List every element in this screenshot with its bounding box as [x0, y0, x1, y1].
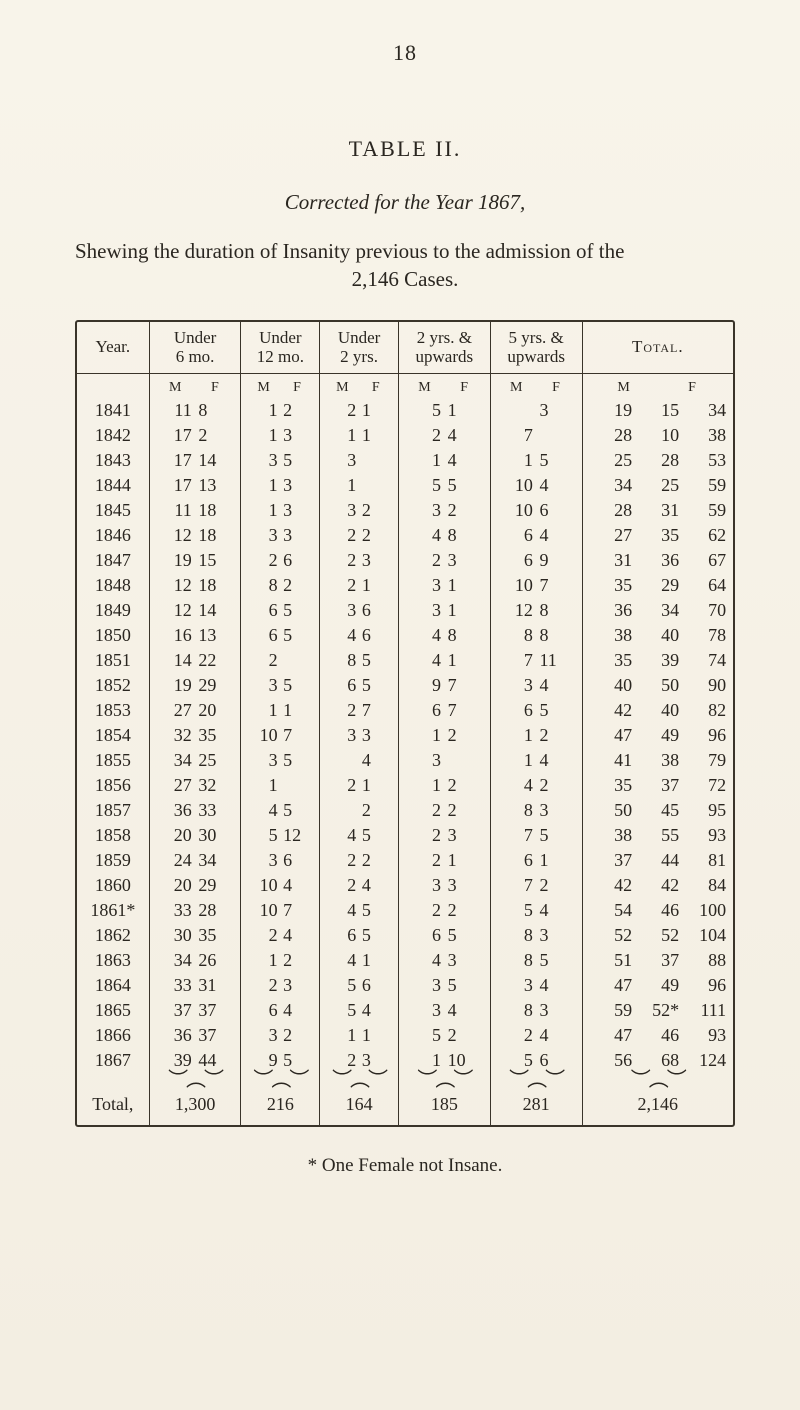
table-row: 18451118133232106283159 — [77, 498, 733, 523]
mf-subheader: MFMFMFMFMFMF — [77, 373, 733, 398]
table-row: 18582030512452375385593 — [77, 823, 733, 848]
table-row: 1866363732115224474693 — [77, 1023, 733, 1048]
table-row: 18421721311247281038 — [77, 423, 733, 448]
table-row: 184317143531415252853 — [77, 448, 733, 473]
table-row: 185627321211242353772 — [77, 773, 733, 798]
header-row: Year. Under6 mo. Under12 mo. Under2 yrs.… — [77, 322, 733, 374]
page: 18 TABLE II. Corrected for the Year 1867… — [0, 0, 800, 1410]
table-row: 1852192935659734405090 — [77, 673, 733, 698]
totals-row: Total,1,3002161641852812,146 — [77, 1088, 733, 1125]
table-row: 1844171313155104342559 — [77, 473, 733, 498]
table-frame: Year. Under6 mo. Under12 mo. Under2 yrs.… — [75, 320, 735, 1127]
brace-row: ︶︵︶︶︵︶︶︵︶︶︵︶︶︵︶︶︵︶ — [77, 1073, 733, 1088]
table-row: 1850161365464888384078 — [77, 623, 733, 648]
col-g5: 5 yrs. &upwards — [490, 322, 582, 374]
table-row: 18602029104243372424284 — [77, 873, 733, 898]
footnote: * One Female not Insane. — [75, 1155, 735, 1177]
table-row: 18411181221513191534 — [77, 398, 733, 423]
table-row: 1859243436222161374481 — [77, 848, 733, 873]
table-row: 18543235107331212474996 — [77, 723, 733, 748]
table-row: 1861*33281074522545446100 — [77, 898, 733, 923]
col-total: Total. — [582, 322, 733, 374]
col-u6: Under6 mo. — [149, 322, 241, 374]
col-u2y: Under2 yrs. — [320, 322, 399, 374]
table-row: 1851142228541711353974 — [77, 648, 733, 673]
table-row: 18623035246565835252104 — [77, 923, 733, 948]
col-year: Year. — [77, 322, 149, 374]
table-label: TABLE II. — [75, 136, 735, 162]
table-body: MFMFMFMFMFMF1841118122151319153418421721… — [77, 373, 733, 1125]
lead-line-2: 2,146 Cases. — [75, 265, 735, 293]
table-subtitle: Corrected for the Year 1867, — [75, 190, 735, 215]
table-row: 1847191526232369313667 — [77, 548, 733, 573]
table-row: 1864333123563534474996 — [77, 973, 733, 998]
table-row: 18481218822131107352964 — [77, 573, 733, 598]
table-row: 1863342612414385513788 — [77, 948, 733, 973]
table-row: 18491214653631128363470 — [77, 598, 733, 623]
table-row: 1846121833224864273562 — [77, 523, 733, 548]
table-row: 185736334522283504595 — [77, 798, 733, 823]
lead-text: Shewing the duration of Insanity previou… — [75, 237, 735, 294]
col-u12: Under12 mo. — [241, 322, 320, 374]
data-table: Year. Under6 mo. Under12 mo. Under2 yrs.… — [77, 322, 733, 1125]
table-row: 18653737645434835952*111 — [77, 998, 733, 1023]
col-g2: 2 yrs. &upwards — [398, 322, 490, 374]
page-number: 18 — [75, 40, 735, 66]
table-row: 18553425354314413879 — [77, 748, 733, 773]
lead-line-1: Shewing the duration of Insanity previou… — [75, 239, 624, 263]
table-row: 1853272011276765424082 — [77, 698, 733, 723]
